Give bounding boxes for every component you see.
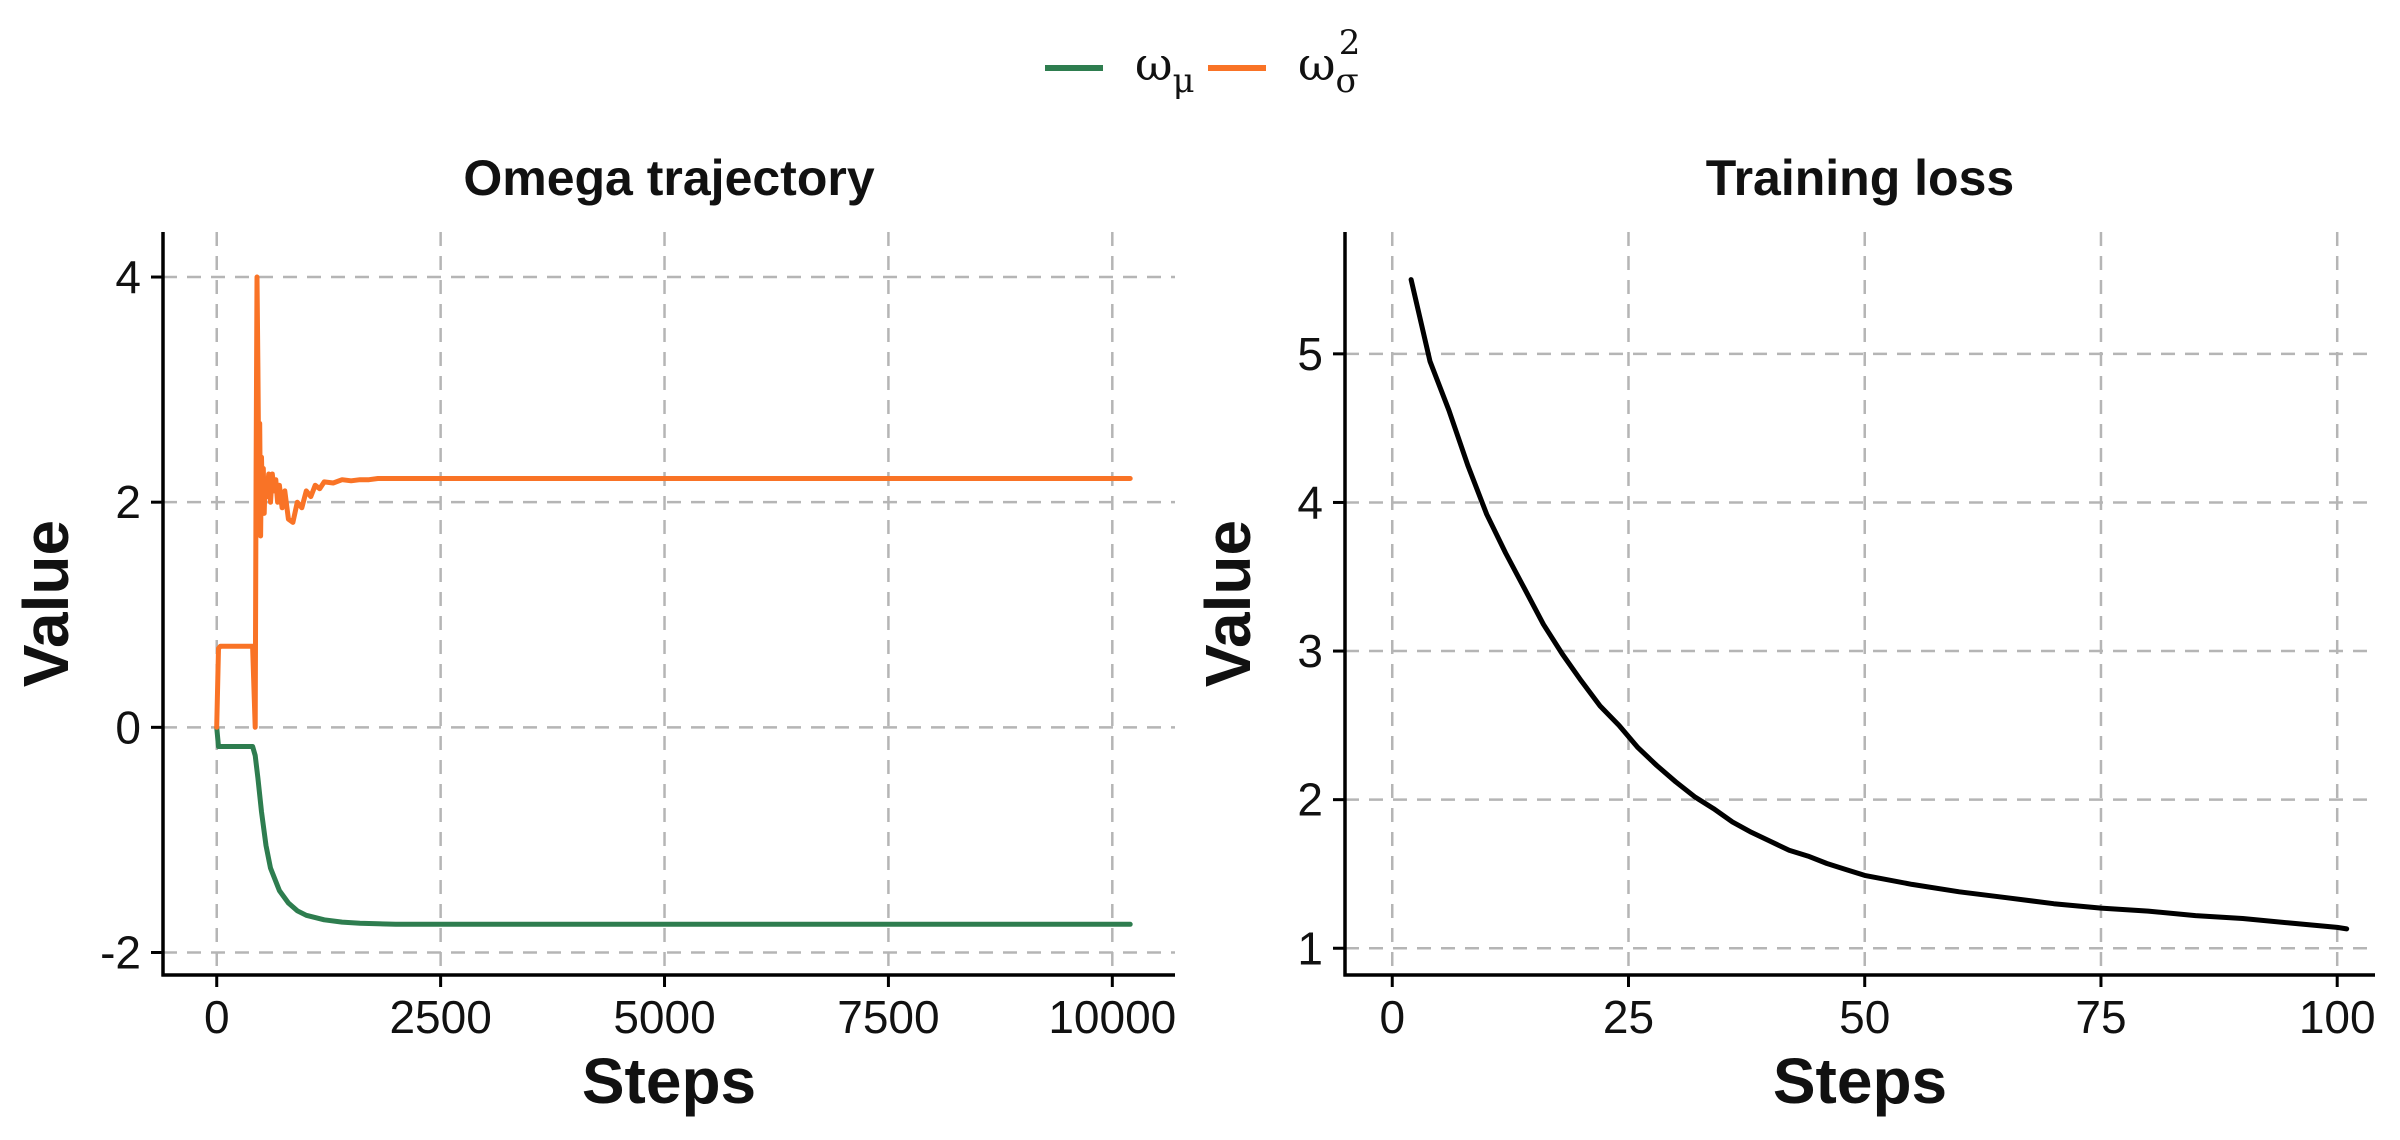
- x-tick-label: 10000: [1048, 991, 1176, 1043]
- x-tick-label: 25: [1603, 991, 1654, 1043]
- legend-label-1: ωσ2: [1298, 23, 1360, 101]
- training-loss-panel: 0 25 50 75 100 1 2 3 4 5 Training loss Steps Value: [1192, 150, 2376, 1117]
- x-tick-label: 0: [204, 991, 230, 1043]
- y-tick-label: -2: [100, 926, 141, 978]
- legend-label-0: ωμ: [1135, 37, 1195, 101]
- x-tick-label: 50: [1839, 991, 1890, 1043]
- y-tick-label: 2: [115, 476, 141, 528]
- y-tick-label: 4: [1297, 476, 1323, 528]
- x-tick-label: 2500: [389, 991, 491, 1043]
- x-axis-title: Steps: [582, 1045, 756, 1117]
- y-axis-title: Value: [10, 520, 82, 687]
- legend: ωμ ωσ2: [1045, 23, 1360, 101]
- omega-trajectory-panel: 0 2500 5000 7500 10000 -2 0 2 4 Omega trajectory S…: [10, 150, 1176, 1117]
- y-tick-label: 4: [115, 251, 141, 303]
- y-tick-label: 0: [115, 701, 141, 753]
- y-tick-label: 3: [1297, 625, 1323, 677]
- panel-title: Omega trajectory: [463, 150, 874, 206]
- series-line-1: [214, 274, 1133, 730]
- series-line-0: [1408, 277, 2350, 932]
- panel-title: Training loss: [1706, 150, 2014, 206]
- y-tick-label: 2: [1297, 774, 1323, 826]
- series-line-0: [214, 724, 1133, 927]
- y-axis-title: Value: [1192, 520, 1264, 687]
- y-tick-label: 5: [1297, 328, 1323, 380]
- x-tick-label: 100: [2299, 991, 2376, 1043]
- x-tick-label: 0: [1379, 991, 1405, 1043]
- x-tick-label: 75: [2075, 991, 2126, 1043]
- x-tick-label: 7500: [837, 991, 939, 1043]
- y-tick-label: 1: [1297, 922, 1323, 974]
- x-axis-title: Steps: [1773, 1045, 1947, 1117]
- x-tick-label: 5000: [613, 991, 715, 1043]
